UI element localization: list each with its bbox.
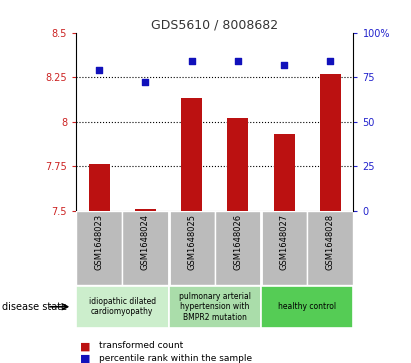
Bar	[215, 211, 261, 285]
Text: GSM1648026: GSM1648026	[233, 214, 242, 270]
Bar	[169, 211, 215, 285]
Text: ■: ■	[80, 354, 91, 363]
Bar	[122, 211, 169, 285]
Bar	[76, 211, 122, 285]
Text: healthy control: healthy control	[278, 302, 336, 311]
Point	[327, 58, 334, 64]
Bar	[76, 286, 169, 328]
Point	[96, 67, 102, 73]
Text: disease state: disease state	[2, 302, 67, 312]
Text: GSM1648024: GSM1648024	[141, 214, 150, 270]
Bar	[135, 209, 156, 211]
Bar	[181, 98, 202, 211]
Point	[235, 58, 241, 64]
Bar	[227, 118, 248, 211]
Point	[142, 79, 149, 85]
Bar	[169, 286, 261, 328]
Text: GSM1648025: GSM1648025	[187, 214, 196, 270]
Bar	[89, 164, 110, 211]
Bar	[261, 286, 353, 328]
Text: pulmonary arterial
hypertension with
BMPR2 mutation: pulmonary arterial hypertension with BMP…	[179, 292, 251, 322]
Text: idiopathic dilated
cardiomyopathy: idiopathic dilated cardiomyopathy	[89, 297, 156, 317]
Text: ■: ■	[80, 341, 91, 351]
Text: percentile rank within the sample: percentile rank within the sample	[99, 354, 252, 363]
Bar	[307, 211, 353, 285]
Text: transformed count: transformed count	[99, 341, 183, 350]
Bar	[274, 134, 295, 211]
Text: GSM1648027: GSM1648027	[279, 214, 289, 270]
Title: GDS5610 / 8008682: GDS5610 / 8008682	[151, 19, 278, 32]
Bar	[261, 211, 307, 285]
Point	[188, 58, 195, 64]
Text: GSM1648028: GSM1648028	[326, 214, 335, 270]
Bar	[320, 74, 341, 211]
Point	[281, 62, 287, 68]
Text: GSM1648023: GSM1648023	[95, 214, 104, 270]
